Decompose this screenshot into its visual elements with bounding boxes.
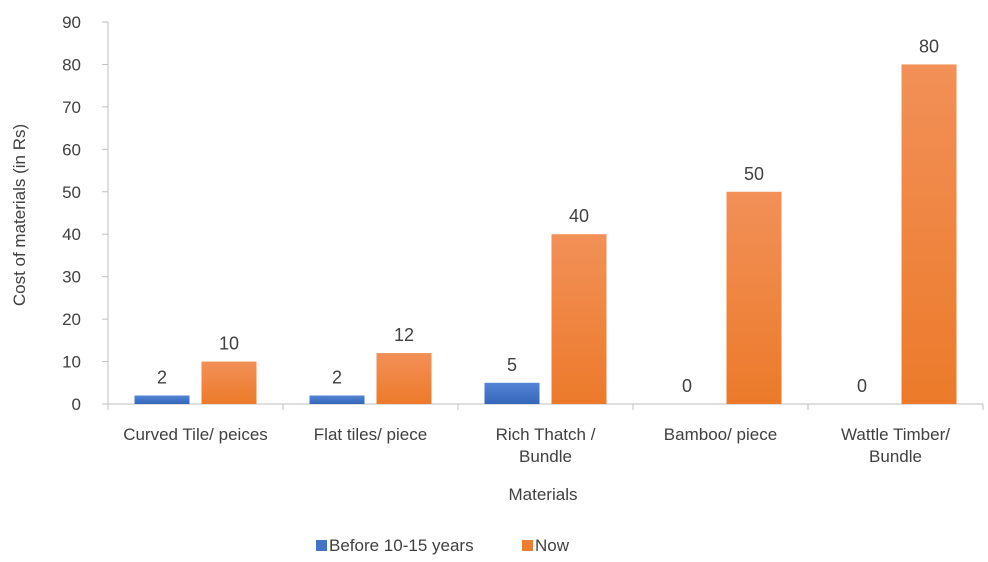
bar-before-0 (134, 395, 190, 404)
y-tick-label: 50 (62, 183, 81, 202)
data-label: 2 (332, 368, 342, 388)
data-label: 0 (857, 376, 867, 396)
legend-swatch-before (316, 540, 327, 551)
y-tick-label: 70 (62, 98, 81, 117)
y-tick-label: 60 (62, 140, 81, 159)
data-label: 50 (744, 164, 764, 184)
y-tick-label: 40 (62, 225, 81, 244)
bar-before-2 (484, 382, 540, 404)
legend-swatch-now (522, 540, 533, 551)
category-label: Curved Tile/ peices (123, 425, 268, 444)
data-label: 5 (507, 355, 517, 375)
category-labels: Curved Tile/ peices Flat tiles/ piece Rich… (123, 425, 950, 466)
bar-now-3 (726, 191, 782, 404)
data-label: 80 (919, 36, 939, 56)
y-axis-title: Cost of materials (in Rs) (10, 124, 29, 306)
x-axis (107, 403, 984, 410)
data-labels: 2 10 2 12 5 40 0 50 0 80 (157, 36, 939, 396)
bar-now-2 (551, 234, 607, 404)
category-label: Bamboo/ piece (664, 425, 777, 444)
y-tick-label: 20 (62, 310, 81, 329)
data-label: 12 (394, 325, 414, 345)
data-label: 0 (682, 376, 692, 396)
legend-label-now: Now (535, 536, 570, 555)
y-axis: 0 10 20 30 40 50 60 70 80 90 (62, 13, 109, 414)
y-tick-label: 0 (72, 395, 81, 414)
x-axis-title: Materials (509, 485, 578, 504)
bar-now-4 (901, 64, 957, 404)
category-label: Wattle Timber/Bundle (841, 425, 950, 466)
legend: Before 10-15 years Now (316, 536, 570, 555)
category-label: Flat tiles/ piece (314, 425, 427, 444)
y-tick-label: 30 (62, 268, 81, 287)
bar-now-0 (201, 361, 257, 404)
bar-now-1 (376, 353, 432, 404)
category-label: Rich Thatch / Bundle (496, 425, 596, 466)
y-tick-label: 80 (62, 55, 81, 74)
y-tick-label: 90 (62, 13, 81, 32)
legend-label-before: Before 10-15 years (329, 536, 474, 555)
data-label: 40 (569, 206, 589, 226)
data-label: 2 (157, 368, 167, 388)
bars (134, 64, 957, 404)
data-label: 10 (219, 334, 239, 354)
bar-before-1 (309, 395, 365, 404)
y-tick-label: 10 (62, 353, 81, 372)
